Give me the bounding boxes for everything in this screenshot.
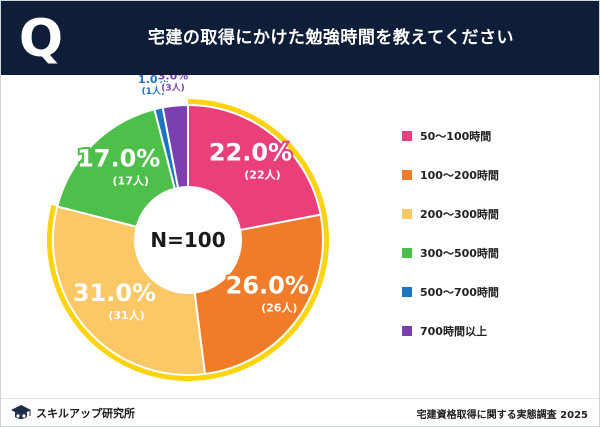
count-label-1: (22人)	[244, 167, 280, 181]
value-label-3: 31.0%	[73, 279, 156, 307]
count-label-3: (31人)	[108, 308, 144, 322]
legend-item-6: 700時間以上	[402, 323, 487, 339]
center-label: N=100	[150, 228, 225, 252]
legend-label: 700時間以上	[420, 325, 487, 338]
question-header: Q 宅建の取得にかけた勉強時間を教えてください	[1, 1, 599, 75]
legend-item-2: 100〜200時間	[402, 167, 499, 183]
legend-swatch	[402, 326, 412, 336]
count-label-5: (1人)	[142, 85, 166, 97]
value-label-2: 26.0%	[226, 272, 309, 300]
q-mark: Q	[18, 9, 64, 69]
count-label-2: (26人)	[261, 301, 297, 315]
legend-swatch	[402, 209, 412, 219]
donut-chart: N=100 22.0%(22人) 26.0%(26人) 31.0%(31人) 17.0%…	[46, 75, 330, 381]
legend-item-4: 300〜500時間	[402, 245, 499, 261]
count-label-6: (3人)	[161, 82, 185, 94]
legend-swatch	[402, 248, 412, 258]
footer-divider	[1, 398, 599, 399]
legend-label: 300〜500時間	[420, 247, 499, 260]
value-label-5: 1.0%	[138, 75, 169, 86]
legend-label: 100〜200時間	[420, 169, 499, 182]
value-label-4: 17.0%	[77, 145, 160, 173]
brand-logo: スキルアップ研究所	[10, 403, 135, 423]
donut-hole	[135, 187, 241, 293]
brand-name: スキルアップ研究所	[36, 407, 135, 420]
legend-item-3: 200〜300時間	[402, 206, 499, 222]
legend-label: 50〜100時間	[420, 130, 492, 143]
legend-swatch	[402, 170, 412, 180]
question-title: 宅建の取得にかけた勉強時間を教えてください	[147, 28, 515, 48]
value-label-6: 3.0%	[158, 75, 189, 83]
value-label-1: 22.0%	[209, 138, 292, 166]
legend-label: 500〜700時間	[420, 286, 499, 299]
legend-item-5: 500〜700時間	[402, 284, 499, 300]
graduation-cap-icon	[11, 405, 31, 419]
source-note: 宅建資格取得に関する実態調査 2025	[416, 410, 588, 421]
legend-label: 200〜300時間	[420, 208, 499, 221]
legend-swatch	[402, 287, 412, 297]
count-label-4: (17人)	[113, 174, 149, 188]
legend-swatch	[402, 131, 412, 141]
legend-item-1: 50〜100時間	[402, 128, 491, 144]
